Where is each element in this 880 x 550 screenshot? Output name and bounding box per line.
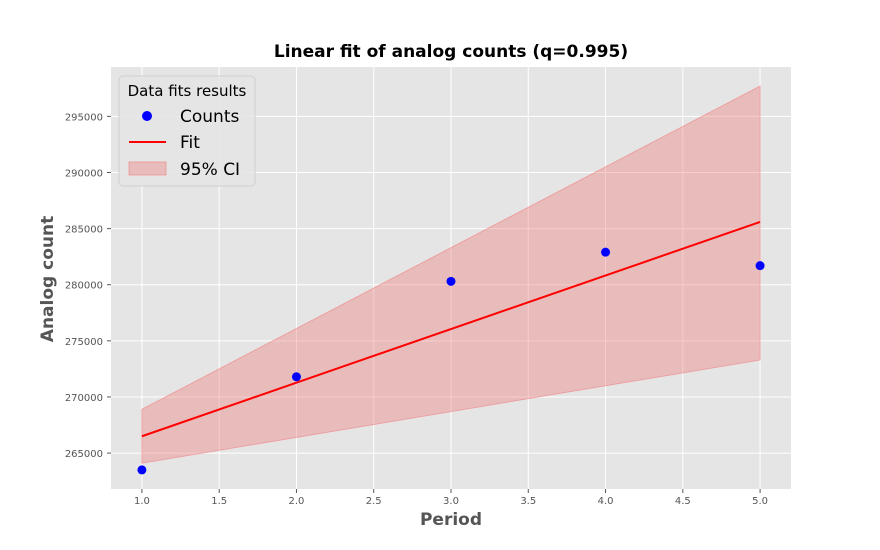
legend-counts-marker — [142, 111, 152, 121]
x-axis-ticks: 1.0 1.5 2.0 2.5 3.0 3.5 4.0 4.5 5.0 — [134, 489, 768, 507]
y-axis-ticks: 265000 270000 275000 280000 285000 290000 2950… — [65, 112, 111, 460]
data-point — [446, 276, 456, 286]
x-tick-label: 1.5 — [211, 496, 227, 507]
legend-box — [118, 75, 256, 187]
y-axis-label: Analog count — [38, 216, 58, 342]
legend-ci-label: 95% CI — [180, 160, 240, 180]
data-point — [291, 372, 301, 382]
data-point — [137, 465, 147, 475]
data-point — [755, 261, 765, 271]
y-tick-label: 290000 — [65, 169, 103, 180]
y-tick-label: 285000 — [65, 225, 103, 236]
ci-band — [141, 85, 761, 464]
legend-ci-patch — [128, 161, 167, 176]
y-tick-label: 270000 — [65, 393, 103, 404]
x-tick-label: 3.5 — [520, 496, 536, 507]
x-tick-label: 4.0 — [598, 496, 614, 507]
fit-line — [141, 220, 761, 438]
data-point — [601, 247, 611, 257]
y-tick-label: 275000 — [65, 337, 103, 348]
y-tick-label: 295000 — [65, 112, 103, 123]
chart-title: Linear fit of analog counts (q=0.995) — [274, 42, 628, 62]
fit-line-group — [141, 220, 761, 438]
x-tick-label: 2.0 — [289, 496, 305, 507]
x-tick-label: 2.5 — [366, 496, 382, 507]
legend-fit-label: Fit — [180, 133, 200, 153]
points-group — [137, 247, 765, 475]
legend: Data fits results Counts Fit 95% CI — [118, 75, 256, 187]
x-tick-label: 1.0 — [134, 496, 150, 507]
y-tick-label: 280000 — [65, 281, 103, 292]
legend-counts-label: Counts — [180, 107, 239, 127]
y-tick-label: 265000 — [65, 449, 103, 460]
x-tick-label: 5.0 — [752, 496, 768, 507]
legend-title: Data fits results — [128, 82, 247, 100]
x-tick-label: 4.5 — [675, 496, 691, 507]
x-axis-label: Period — [420, 510, 482, 530]
ci-band-group — [141, 85, 761, 464]
x-tick-label: 3.0 — [443, 496, 459, 507]
